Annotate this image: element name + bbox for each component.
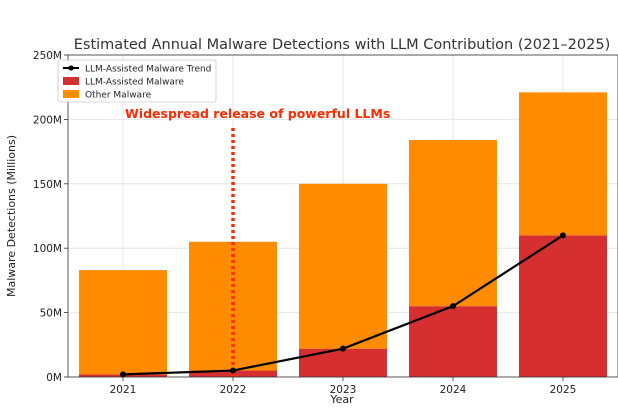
y-tick-label: 100M: [33, 243, 62, 255]
trend-point: [340, 345, 346, 352]
trend-point: [450, 303, 456, 310]
y-tick-label: 250M: [33, 50, 62, 62]
legend: LLM-Assisted Malware Trend LLM-Assisted M…: [57, 59, 217, 103]
x-tick-label: 2021: [110, 384, 137, 396]
legend-label: LLM-Assisted Malware Trend: [85, 65, 211, 75]
annotation-label: Widespread release of powerful LLMs: [125, 106, 390, 121]
y-tick-label: 200M: [33, 114, 62, 126]
x-tick-label: 2023: [330, 384, 357, 396]
bars: [79, 92, 607, 377]
trend-line: [120, 232, 566, 378]
bar-llm-assisted-malware: [519, 235, 607, 377]
x-tick-label: 2022: [220, 384, 247, 396]
bar-llm-assisted-malware: [409, 306, 497, 377]
bar-other-malware: [409, 140, 497, 307]
bar-other-malware: [299, 183, 387, 349]
y-tick-label: 0M: [46, 372, 62, 384]
trend-point: [120, 371, 126, 378]
legend-swatch: [63, 77, 79, 85]
axes: 0M 50M 100M 150M 200M 250M 2021 2022 2023 2024 202…: [33, 50, 618, 396]
bar-other-malware: [79, 270, 167, 375]
bar-llm-assisted-malware: [299, 348, 387, 377]
y-tick-label: 150M: [33, 179, 62, 191]
y-axis-label: Malware Detections (Millions): [5, 135, 18, 297]
y-tick-label: 50M: [40, 308, 62, 320]
legend-swatch: [63, 90, 79, 98]
legend-swatch-marker: [68, 65, 74, 71]
trend-point: [230, 367, 236, 374]
trend-point: [560, 232, 566, 239]
x-axis-label: Year: [329, 393, 354, 406]
bar-other-malware: [189, 241, 277, 371]
chart-title: Estimated Annual Malware Detections with…: [74, 37, 610, 53]
legend-label: Other Malware: [85, 91, 152, 101]
bar-other-malware: [519, 92, 607, 236]
legend-box: [57, 59, 217, 103]
x-tick-label: 2025: [550, 384, 577, 396]
x-tick-label: 2024: [440, 384, 467, 396]
annotation: Widespread release of powerful LLMs: [125, 106, 390, 377]
legend-label: LLM-Assisted Malware: [85, 78, 184, 88]
bar-llm-assisted-malware: [189, 370, 277, 377]
plot-area: Widespread release of powerful LLMs 0M 50…: [33, 50, 618, 396]
